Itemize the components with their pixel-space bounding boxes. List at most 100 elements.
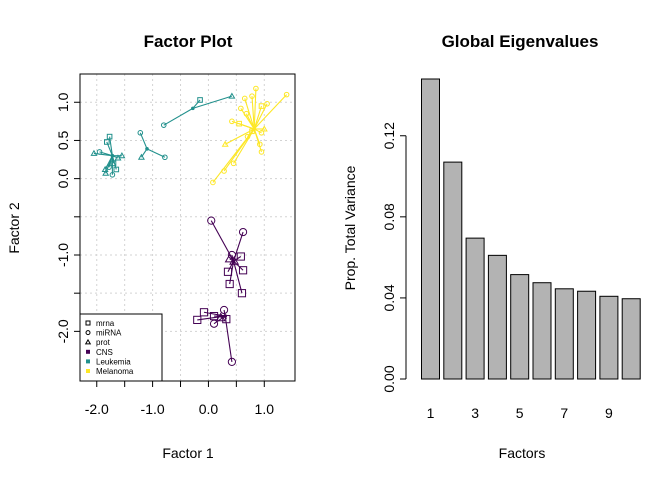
bar — [621, 298, 641, 380]
eigen-plot-title: Global Eigenvalues — [442, 32, 599, 51]
data-point — [257, 141, 263, 148]
data-point — [106, 133, 113, 140]
data-point — [96, 149, 103, 155]
legend-swatch — [86, 359, 90, 364]
data-point — [224, 253, 235, 263]
link-line — [253, 128, 263, 153]
legend-box — [79, 313, 163, 382]
data-point — [264, 100, 270, 107]
y-tick-label: 0.12 — [381, 122, 397, 149]
data-point — [227, 357, 236, 367]
data-point — [244, 133, 251, 140]
link-line — [253, 105, 263, 130]
link-line — [245, 113, 255, 130]
x-tick-label: 3 — [471, 405, 479, 421]
link-line — [109, 136, 113, 156]
group-centroid — [110, 153, 115, 158]
bar — [421, 78, 440, 380]
data-point — [162, 154, 168, 161]
data-point — [243, 110, 250, 117]
data-point — [197, 97, 203, 103]
factor-plot-title: Factor Plot — [144, 32, 233, 51]
data-point — [260, 125, 268, 132]
legend-label: CNS — [96, 348, 113, 357]
data-point — [237, 289, 247, 298]
data-point — [221, 140, 229, 147]
data-point — [209, 311, 219, 321]
link-line — [233, 260, 244, 271]
group-centroid — [191, 106, 195, 111]
y-tick-label: 1.0 — [55, 92, 71, 112]
data-point — [238, 105, 244, 112]
x-tick-label: -1.0 — [141, 401, 165, 417]
x-tick-label: 0.0 — [199, 401, 219, 417]
data-point — [258, 149, 265, 155]
eigen-plot-y-axis: 0.00 0.04 0.08 0.12 — [381, 122, 407, 393]
data-point — [199, 308, 209, 317]
data-point — [137, 130, 144, 136]
factor-plot-y-label: Factor 2 — [6, 202, 22, 254]
data-point — [160, 122, 167, 128]
y-tick-label: 0.00 — [381, 365, 397, 392]
bar — [577, 290, 597, 380]
y-tick-label: -1.0 — [55, 243, 71, 267]
link-line — [244, 98, 255, 130]
eigen-plot-y-label: Prop. Total Variance — [342, 165, 358, 290]
legend-label: mrna — [96, 319, 115, 328]
data-point — [223, 267, 233, 276]
y-tick-label: 0.0 — [55, 169, 71, 189]
y-tick-label: -2.0 — [55, 319, 71, 343]
data-point — [113, 166, 120, 173]
y-tick-label: 0.5 — [55, 130, 71, 150]
x-tick-label: 1 — [427, 405, 435, 421]
bar — [554, 288, 574, 380]
legend-label: prot — [96, 338, 111, 347]
link-line — [253, 88, 257, 130]
bar — [532, 282, 552, 380]
bar — [487, 254, 507, 380]
link-line — [233, 260, 243, 294]
data-point — [221, 168, 227, 174]
bar — [443, 161, 463, 380]
legend-swatch — [85, 330, 91, 336]
factor-plot-x-label: Factor 1 — [162, 445, 214, 461]
factor-plot: Factor Plot -2.0 -1.0 0.0 1.0 1.0 0.5 0.0 -1.0… — [6, 32, 296, 461]
group-centroid — [145, 147, 149, 151]
bar — [510, 274, 530, 380]
data-point — [258, 130, 265, 136]
data-point — [222, 315, 231, 324]
link-line — [163, 107, 194, 126]
factor-plot-points — [90, 85, 290, 367]
link-line — [253, 94, 288, 130]
data-point — [118, 152, 126, 159]
group-centroid — [223, 314, 227, 318]
factor-plot-y-axis: 1.0 0.5 0.0 -1.0 -2.0 — [55, 92, 80, 343]
link-line — [233, 128, 255, 164]
legend-swatch — [86, 349, 90, 354]
legend-label: Leukemia — [96, 357, 131, 366]
legend-swatch — [85, 320, 91, 326]
eigen-plot: Global Eigenvalues 0.00 0.04 0.08 0.12 1 3 5 7… — [342, 32, 641, 461]
data-point — [283, 91, 290, 98]
data-point — [225, 279, 234, 289]
legend-swatch — [84, 338, 92, 345]
data-point — [258, 103, 265, 109]
data-point — [110, 160, 117, 167]
y-tick-label: 0.08 — [381, 203, 397, 230]
link-line — [197, 315, 226, 321]
data-point — [238, 227, 248, 237]
x-tick-label: -2.0 — [85, 401, 109, 417]
data-point — [109, 172, 116, 178]
legend-label: miRNA — [96, 329, 122, 338]
data-point — [238, 266, 248, 275]
link-line — [192, 99, 201, 109]
data-point — [207, 216, 216, 225]
data-point — [90, 149, 98, 156]
link-line — [251, 96, 255, 130]
data-point — [236, 120, 242, 127]
link-line — [227, 260, 235, 273]
data-point — [236, 252, 245, 261]
x-tick-label: 9 — [605, 405, 613, 421]
eigen-plot-x-label: Factors — [499, 445, 546, 461]
